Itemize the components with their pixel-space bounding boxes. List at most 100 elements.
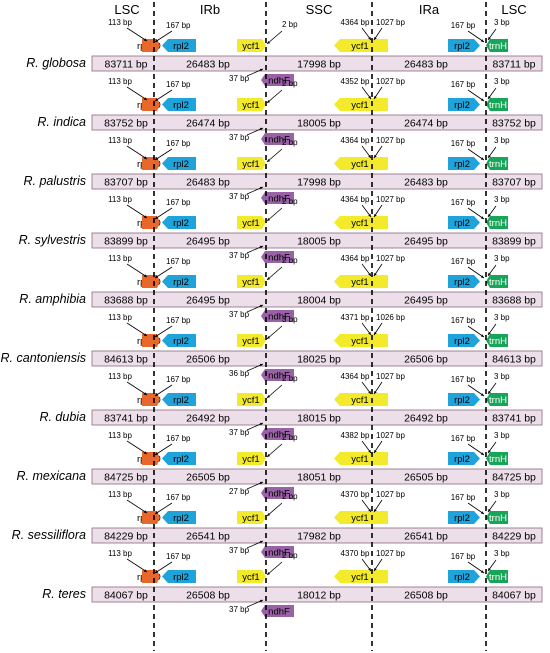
gene-rpl2-right	[448, 157, 480, 170]
bp-ndhF: 37 bp	[229, 192, 250, 201]
gene-rpl2-right	[448, 39, 480, 52]
gene-trnH	[486, 570, 508, 583]
region-length-ira: 26492 bp	[404, 413, 448, 425]
junction-lines	[153, 2, 487, 651]
arrow-rps19-head	[143, 451, 147, 454]
gene-label-trnH: trnH	[489, 454, 507, 465]
gene-label-ycf1-right: ycf1	[351, 454, 368, 465]
gene-rps19	[142, 334, 160, 347]
arrow-rpl2-left	[154, 266, 173, 279]
gene-rpl2-left	[162, 216, 196, 229]
bp-ndhF: 37 bp	[229, 428, 250, 437]
gene-ycf1-right	[334, 334, 388, 347]
gene-label-ycf1-right: ycf1	[351, 513, 368, 524]
bp-ycf1-right-b: 1027 bp	[376, 431, 405, 440]
region-length-ira: 26508 bp	[404, 590, 448, 602]
arrow-rpl2-left-head	[155, 275, 159, 278]
gene-ycf1-left	[237, 98, 266, 111]
arrow-ycf1-right-b-head	[374, 213, 377, 217]
region-length-ssc: 18012 bp	[297, 590, 341, 602]
arrow-ycf1-right-b-head	[374, 449, 377, 453]
bp-rpl2-right: 167 bp	[451, 493, 476, 502]
gene-label-rpl2-right: rpl2	[454, 572, 470, 583]
gene-rpl2-left	[162, 334, 196, 347]
bp-ycf1-right-b: 1027 bp	[376, 372, 405, 381]
species-name: R. indica	[37, 115, 86, 129]
gene-label-rpl2-left: rpl2	[173, 572, 189, 583]
gene-ycf1-right	[334, 157, 388, 170]
bp-ycf1-right-b: 1027 bp	[376, 490, 405, 499]
arrow-rpl2-right	[467, 207, 485, 220]
region-length-lsc1: 83741 bp	[104, 413, 148, 425]
gene-label-ycf1-left: ycf1	[242, 572, 259, 583]
gene-label-ycf1-right: ycf1	[351, 336, 368, 347]
region-length-lsc2: 84229 bp	[492, 531, 536, 543]
gene-rpl2-right	[448, 393, 480, 406]
bp-rps19: 113 bp	[108, 136, 132, 145]
arrow-rps19-head	[143, 215, 147, 218]
bp-trnH: 3 bp	[494, 313, 510, 322]
gene-label-ycf1-left: ycf1	[242, 277, 259, 288]
bp-ndhF: 37 bp	[229, 74, 250, 83]
gene-ycf1-right	[334, 511, 388, 524]
region-length-lsc2: 83711 bp	[492, 59, 535, 71]
arrow-rpl2-right	[467, 325, 485, 338]
gene-label-trnH: trnH	[489, 218, 507, 229]
arrow-ycf1-left	[266, 89, 283, 104]
gene-ycf1-right	[334, 275, 388, 288]
gene-ycf1-left	[237, 157, 266, 170]
gene-label-ycf1-right: ycf1	[351, 277, 368, 288]
gene-label-trnH: trnH	[489, 572, 507, 583]
gene-trnH	[486, 216, 508, 229]
gene-label-rpl2-right: rpl2	[454, 395, 470, 406]
arrow-rpl2-left-head	[155, 334, 159, 337]
region-length-ssc: 18051 bp	[297, 472, 341, 484]
gene-ndhF	[261, 605, 294, 617]
gene-label-rpl2-right: rpl2	[454, 513, 470, 524]
region-length-lsc2: 83707 bp	[492, 177, 536, 189]
gene-rps19	[142, 570, 160, 583]
arrow-ndhF-head	[259, 363, 263, 367]
arrow-ndhF	[246, 304, 264, 313]
gene-ndhF	[261, 133, 294, 145]
bp-ycf1-left: 2 bp	[282, 492, 298, 501]
arrow-rpl2-right-head	[480, 393, 484, 396]
arrow-ndhF	[246, 599, 264, 608]
gene-label-rpl2-left: rpl2	[173, 395, 189, 406]
gene-ycf1-left	[237, 216, 266, 229]
region-length-ira: 26541 bp	[404, 531, 448, 543]
gene-label-rpl2-right: rpl2	[454, 277, 470, 288]
bp-trnH: 3 bp	[494, 77, 510, 86]
gene-rpl2-left	[162, 452, 196, 465]
region-length-lsc1: 83899 bp	[104, 236, 148, 248]
region-length-lsc1: 83711 bp	[104, 59, 147, 71]
gene-rpl2-right	[448, 452, 480, 465]
gene-label-ycf1-left: ycf1	[242, 100, 259, 111]
gene-label-ycf1-right: ycf1	[351, 395, 368, 406]
bp-ycf1-left: 2 bp	[282, 79, 298, 88]
region-length-lsc1: 83707 bp	[104, 177, 148, 189]
bp-ycf1-right-a: 4364 bp	[341, 18, 370, 27]
bp-ycf1-right-a: 4371 bp	[341, 313, 370, 322]
bp-ycf1-right-a: 4364 bp	[341, 372, 370, 381]
bp-rpl2-right: 167 bp	[451, 434, 476, 443]
arrow-rpl2-left	[154, 443, 173, 456]
region-length-lsc1: 84067 bp	[104, 590, 148, 602]
arrow-ycf1-right-b-head	[374, 95, 377, 99]
gene-rps19	[142, 275, 160, 288]
gene-rps19	[142, 452, 160, 465]
arrow-ycf1-left-head	[267, 218, 271, 221]
gene-ndhF	[261, 428, 294, 440]
species-name: R. mexicana	[17, 469, 87, 483]
gene-rpl2-left	[162, 570, 196, 583]
gene-trnH	[486, 39, 508, 52]
arrow-rps19-head	[143, 97, 147, 100]
arrow-ndhF	[246, 363, 264, 372]
gene-rpl2-right	[448, 216, 480, 229]
arrow-rps19-head	[143, 156, 147, 159]
region-length-irb: 26474 bp	[186, 118, 230, 130]
bp-ndhF: 27 bp	[229, 487, 250, 496]
species-name: R. dubia	[39, 410, 86, 424]
arrow-rpl2-right	[467, 561, 485, 574]
arrow-rpl2-left	[154, 384, 173, 397]
